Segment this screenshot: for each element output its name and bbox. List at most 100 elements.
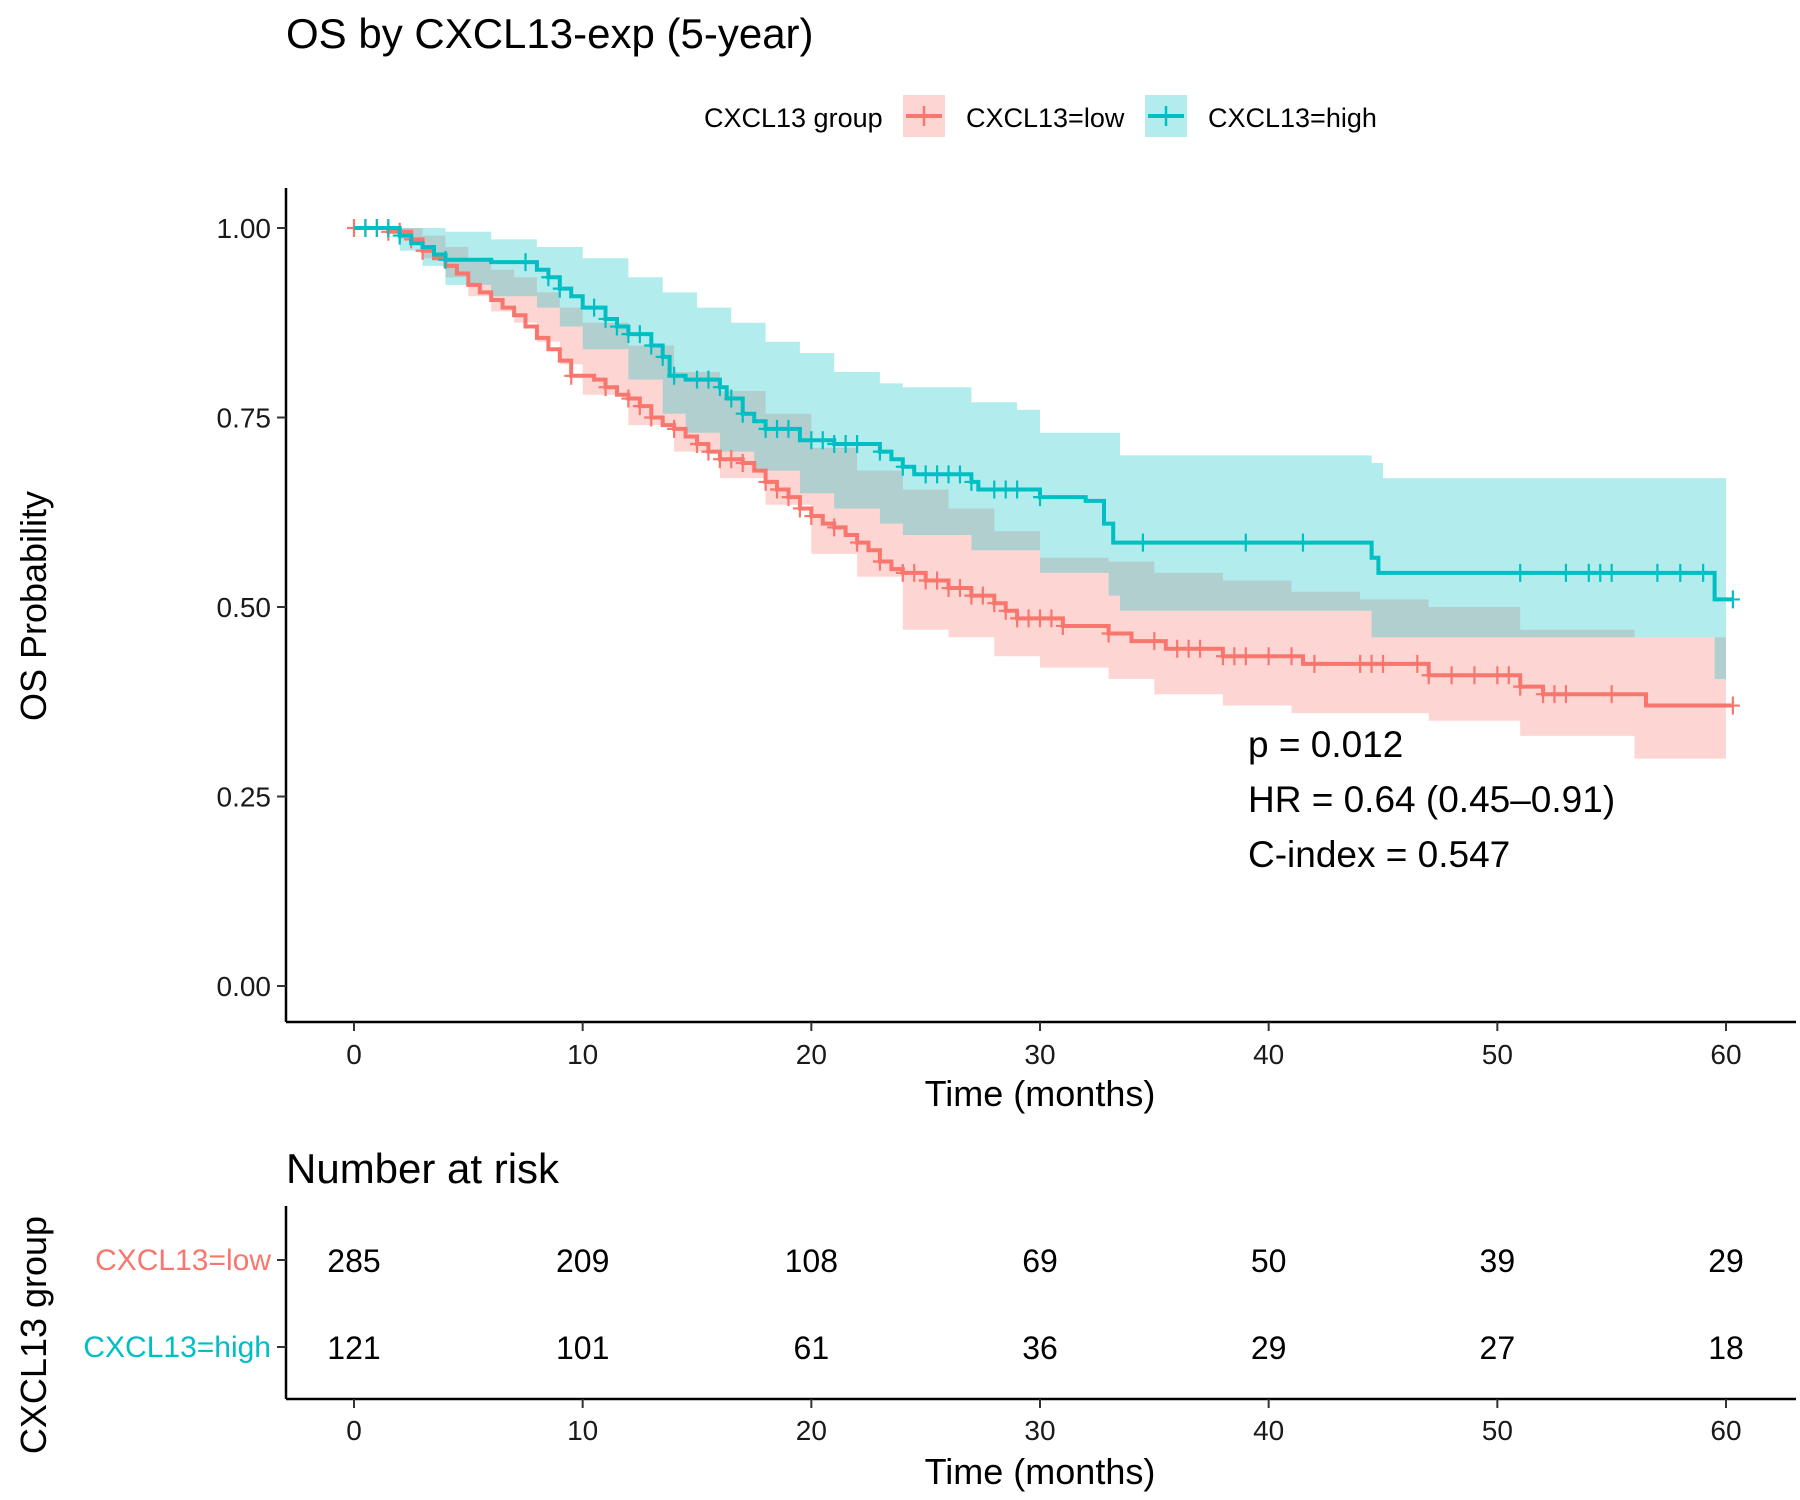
censor-mark-high [815,431,830,450]
censor-mark-high [1696,563,1711,582]
censor-mark-high [598,309,613,328]
censor-mark-high [952,465,967,484]
censor-mark-low [1604,685,1619,704]
censor-mark-low [644,408,659,427]
censor-mark-low [1467,666,1482,685]
censor-mark-low [827,518,842,537]
censor-mark-high [1238,533,1253,552]
risk-count: 108 [785,1243,838,1279]
legend-label-low: CXCL13=low [966,103,1125,133]
censor-mark-low [781,488,796,507]
censor-mark-high [724,389,739,408]
x-tick-label: 40 [1253,1039,1284,1070]
censor-mark-low [872,552,887,571]
censor-mark-high [438,250,453,269]
censor-mark-low [1044,609,1059,628]
risk-table-y-title: CXCL13 group [13,1216,54,1454]
censor-mark-high [1604,563,1619,582]
censor-mark-low [621,389,636,408]
censor-mark-high [1673,563,1688,582]
risk-x-tick-label: 40 [1253,1415,1284,1446]
risk-x-tick-label: 30 [1024,1415,1055,1446]
ci-band-high [354,228,1726,679]
risk-count: 285 [327,1243,380,1279]
censor-mark-low [1376,654,1390,673]
y-axis-title: OS Probability [13,491,54,721]
censor-mark-high [701,370,716,389]
risk-table-x-title: Time (months) [925,1451,1156,1492]
x-axis-title: Time (months) [925,1073,1156,1114]
legend-title: CXCL13 group [704,103,883,133]
ci-band-low [354,228,1726,759]
censor-mark-low [1238,647,1253,666]
x-tick-label: 0 [346,1039,362,1070]
censor-mark-low [952,579,967,598]
censor-mark-high [644,336,659,355]
censor-mark-low [850,533,865,552]
censor-mark-low [1307,654,1322,673]
censor-mark-low [667,419,682,438]
y-tick-label: 0.75 [217,403,272,434]
censor-mark-low [564,366,579,385]
censor-mark-high [518,253,533,272]
censor-mark-low [1501,666,1516,685]
censor-mark-low [1444,666,1459,685]
censor-mark-low [1284,647,1299,666]
censor-mark-low [1725,696,1740,715]
y-tick-label: 0.00 [217,971,272,1002]
censor-mark-low [930,571,945,590]
p-value-label: p = 0.012 [1248,724,1403,765]
x-tick-label: 50 [1482,1039,1513,1070]
censor-mark-low [770,480,785,499]
legend-entry-high: CXCL13=high [1145,95,1377,137]
risk-x-tick-label: 10 [567,1415,598,1446]
censor-mark-low [598,378,613,397]
risk-x-tick-label: 0 [346,1415,362,1446]
censor-mark-low [758,472,773,491]
censor-mark-high [781,419,796,438]
x-tick-label: 20 [796,1039,827,1070]
risk-count: 69 [1022,1243,1058,1279]
censor-mark-high [1010,480,1025,499]
censor-mark-high [1295,533,1310,552]
censor-mark-low [792,499,807,518]
censor-mark-high [850,435,865,454]
censor-mark-low [1421,666,1436,685]
y-tick-label: 1.00 [217,213,272,244]
censor-mark-high [1135,533,1150,552]
censor-mark-low [804,507,819,526]
censor-mark-high [1725,590,1740,609]
censor-mark-high [735,404,750,423]
risk-count: 29 [1251,1330,1287,1366]
risk-count: 50 [1251,1243,1287,1279]
risk-count: 36 [1022,1330,1058,1366]
c-index-label: C-index = 0.547 [1248,834,1510,875]
censor-mark-low [998,601,1013,620]
risk-count: 121 [327,1330,380,1366]
risk-count: 27 [1480,1330,1516,1366]
censor-mark-high [381,219,396,237]
censor-mark-high [872,442,887,461]
censor-mark-low [1147,632,1162,651]
censor-mark-high [392,226,407,245]
chart-title: OS by CXCL13-exp (5-year) [286,10,814,57]
legend-entry-low: CXCL13=low [903,95,1125,137]
censor-mark-low [1513,677,1528,696]
risk-group-label: CXCL13=low [95,1244,271,1277]
censor-mark-low [690,435,704,454]
stats-annotation: p = 0.012 HR = 0.64 (0.45–0.91) C-index … [1248,724,1615,875]
censor-mark-high [587,298,602,317]
y-tick-label: 0.25 [217,782,272,813]
censor-mark-high [1558,563,1573,582]
y-tick-label: 0.50 [217,592,272,623]
censor-mark-high [964,472,979,491]
censor-mark-high [655,347,670,366]
censor-mark-high [552,279,567,298]
censor-mark-high [895,457,910,476]
risk-group-label: CXCL13=high [83,1331,271,1364]
censor-mark-low [907,563,922,582]
x-tick-label: 60 [1710,1039,1741,1070]
risk-table-title: Number at risk [286,1145,560,1192]
censor-mark-low [975,586,990,605]
